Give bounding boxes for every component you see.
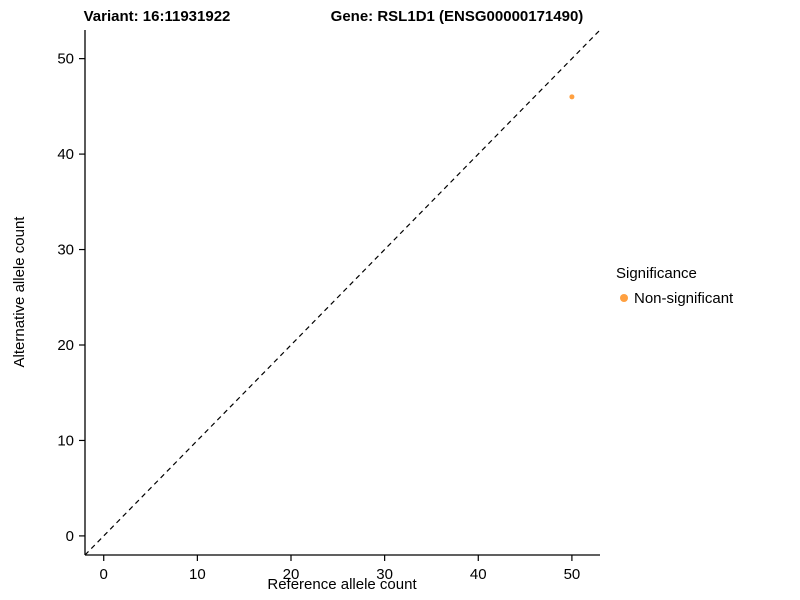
legend-title: Significance bbox=[616, 265, 697, 282]
legend: Significance Non-significant bbox=[616, 265, 734, 307]
x-tick-label: 40 bbox=[470, 566, 487, 583]
x-tick-label: 50 bbox=[564, 566, 581, 583]
y-tick-label: 20 bbox=[57, 337, 74, 354]
legend-item-label: Non-significant bbox=[634, 290, 734, 307]
legend-marker-non-significant bbox=[620, 294, 628, 302]
y-tick-label: 10 bbox=[57, 432, 74, 449]
title-gene: Gene: RSL1D1 (ENSG00000171490) bbox=[331, 8, 584, 25]
y-tick-label: 0 bbox=[66, 528, 74, 545]
y-tick-label: 40 bbox=[57, 146, 74, 163]
title-variant: Variant: 16:11931922 bbox=[84, 8, 231, 25]
y-tick-label: 30 bbox=[57, 242, 74, 259]
plot-area: 0 10 20 30 40 50 0 10 20 30 40 50 bbox=[57, 29, 601, 583]
y-axis-label: Alternative allele count bbox=[11, 216, 28, 368]
x-tick-label: 0 bbox=[100, 566, 108, 583]
x-tick-label: 30 bbox=[376, 566, 393, 583]
data-point bbox=[569, 94, 575, 100]
y-tick-label: 50 bbox=[57, 51, 74, 68]
x-tick-label: 10 bbox=[189, 566, 206, 583]
identity-line bbox=[84, 29, 601, 556]
x-axis-label: Reference allele count bbox=[267, 576, 417, 593]
x-tick-label: 20 bbox=[283, 566, 300, 583]
